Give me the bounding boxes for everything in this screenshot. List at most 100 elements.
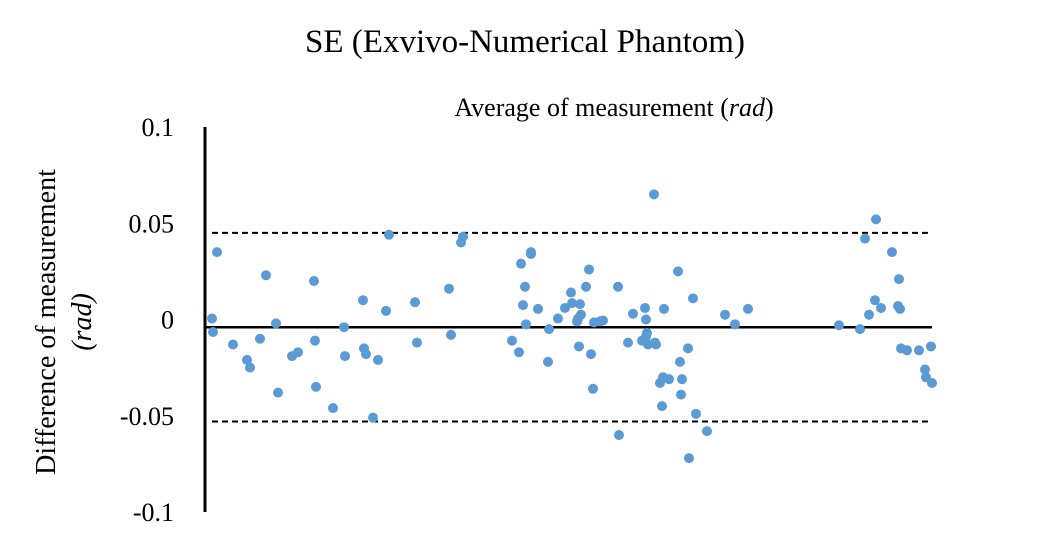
x-axis-label-close: ) — [765, 93, 774, 122]
data-point — [649, 189, 659, 200]
data-point — [860, 233, 870, 244]
data-point — [623, 337, 633, 348]
data-point — [560, 302, 570, 313]
data-point — [920, 364, 930, 375]
data-point — [581, 281, 591, 292]
data-point — [255, 333, 265, 344]
data-point — [684, 453, 694, 464]
y-tick-labels: 0.1 0.05 0 -0.05 -0.1 — [120, 113, 174, 527]
data-point — [293, 347, 303, 358]
data-point — [614, 430, 624, 440]
data-point — [309, 276, 319, 286]
data-point — [598, 315, 608, 326]
data-point — [208, 327, 218, 338]
data-point — [444, 283, 454, 294]
data-point — [543, 356, 553, 367]
data-point — [261, 270, 271, 281]
data-point — [902, 345, 912, 356]
data-point — [311, 381, 321, 392]
data-point — [864, 309, 874, 320]
data-point — [664, 374, 674, 385]
data-point — [566, 287, 576, 298]
data-point — [876, 302, 886, 313]
data-point — [574, 341, 584, 352]
data-points — [207, 189, 937, 464]
data-point — [245, 362, 255, 373]
x-axis-label-unit: rad — [729, 93, 766, 122]
data-point — [871, 214, 881, 225]
data-point — [651, 339, 661, 350]
data-point — [720, 309, 730, 320]
data-point — [358, 295, 368, 306]
y-tick-label: -0.1 — [133, 498, 174, 527]
x-axis-label-main: Average of measurement ( — [454, 93, 729, 122]
data-point — [914, 345, 924, 356]
data-point — [628, 308, 638, 319]
data-point — [328, 403, 338, 414]
data-point — [384, 229, 394, 240]
data-point — [520, 281, 530, 292]
data-point — [410, 297, 420, 308]
data-point — [894, 274, 904, 285]
data-point — [544, 324, 554, 335]
data-point — [381, 305, 391, 316]
y-tick-label: 0.1 — [142, 113, 175, 142]
data-point — [613, 281, 623, 292]
data-point — [273, 387, 283, 398]
chart-title: SE (Exvivo-Numerical Phantom) — [305, 24, 745, 60]
data-point — [567, 298, 577, 309]
y-tick-label: 0 — [161, 306, 174, 335]
data-point — [368, 412, 378, 423]
data-point — [588, 383, 598, 394]
data-point — [855, 324, 865, 335]
data-point — [242, 354, 252, 365]
data-point — [659, 303, 669, 314]
data-point — [516, 258, 526, 269]
x-axis-label: Average of measurement (rad) — [454, 93, 773, 122]
data-point — [743, 303, 753, 314]
data-point — [526, 247, 536, 258]
data-point — [677, 374, 687, 385]
data-point — [702, 426, 712, 437]
data-point — [361, 349, 371, 360]
data-point — [212, 247, 222, 258]
data-point — [576, 309, 586, 320]
data-point — [730, 319, 740, 330]
data-point — [373, 354, 383, 365]
data-point — [673, 266, 683, 277]
data-point — [310, 335, 320, 346]
data-point — [521, 319, 531, 330]
data-point — [887, 247, 897, 258]
data-point — [895, 303, 905, 314]
data-point — [586, 349, 596, 360]
data-point — [683, 343, 693, 354]
data-point — [640, 302, 650, 313]
y-tick-label: -0.05 — [120, 402, 174, 431]
data-point — [458, 231, 468, 242]
data-point — [228, 339, 238, 350]
data-point — [676, 389, 686, 400]
data-point — [584, 264, 594, 275]
data-point — [834, 320, 844, 331]
data-point — [446, 329, 456, 340]
data-point — [675, 356, 685, 367]
y-axis-label: Difference of measurement (rad) — [31, 169, 98, 475]
data-point — [642, 327, 652, 338]
data-point — [507, 335, 517, 346]
data-point — [927, 378, 937, 389]
data-point — [688, 293, 698, 304]
data-point — [575, 299, 585, 310]
data-point — [514, 347, 524, 358]
data-point — [926, 341, 936, 352]
data-point — [339, 322, 349, 333]
y-axis-label-main: Difference of measurement — [31, 169, 62, 475]
data-point — [412, 337, 422, 348]
y-axis-label-unit: (rad) — [67, 293, 98, 351]
y-tick-label: 0.05 — [129, 209, 175, 238]
data-point — [207, 313, 217, 324]
data-point — [271, 318, 281, 329]
data-point — [518, 300, 528, 311]
data-point — [533, 303, 543, 314]
data-point — [553, 313, 563, 324]
